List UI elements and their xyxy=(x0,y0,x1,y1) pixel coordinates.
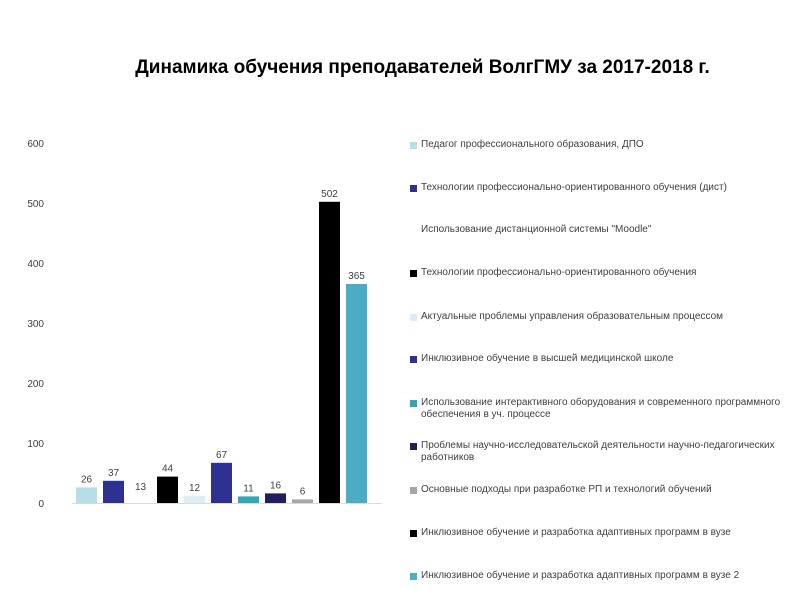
bar-group xyxy=(76,201,367,504)
y-tick-label: 200 xyxy=(27,379,44,390)
legend-swatch xyxy=(410,400,417,407)
legend-swatch xyxy=(410,142,417,149)
chart-title: Динамика обучения преподавателей ВолгГМУ… xyxy=(135,57,710,78)
bar xyxy=(76,487,97,503)
legend-label: Инклюзивное обучение в высшей медицинско… xyxy=(421,353,674,364)
y-tick-label: 400 xyxy=(27,259,44,270)
legend-item: Проблемы научно-исследовательской деятел… xyxy=(410,440,790,464)
legend-swatch xyxy=(410,487,417,494)
bar xyxy=(184,495,205,503)
legend-swatch xyxy=(410,270,417,277)
legend-label: Основные подходы при разработке РП и тех… xyxy=(421,484,712,495)
bar xyxy=(238,496,259,503)
legend-label: Проблемы научно-исследовательской деятел… xyxy=(421,440,775,463)
legend-item: Использование дистанционной системы "Moo… xyxy=(410,224,790,236)
legend-swatch xyxy=(410,356,417,363)
legend-item: Основные подходы при разработке РП и тех… xyxy=(410,484,790,496)
bar xyxy=(319,201,340,504)
legend-label: Технологии профессионально-ориентированн… xyxy=(421,182,727,193)
legend-swatch xyxy=(410,443,417,450)
legend-swatch xyxy=(410,573,417,580)
legend-label: Педагог профессионального образования, Д… xyxy=(421,139,644,150)
data-label: 16 xyxy=(270,480,282,491)
data-label-group: 26 37 13 44 12 67 11 16 6 502 365 xyxy=(81,189,365,498)
bar xyxy=(346,284,367,503)
y-tick-label: 100 xyxy=(27,439,44,450)
y-tick-label: 600 xyxy=(27,139,44,150)
legend-label: Технологии профессионально-ориентированн… xyxy=(421,267,697,278)
data-label: 13 xyxy=(135,482,147,493)
legend-swatch xyxy=(410,227,417,234)
data-label: 6 xyxy=(300,486,306,497)
legend-item: Технологии профессионально-ориентированн… xyxy=(410,182,790,194)
legend-item: Использование интерактивного оборудовани… xyxy=(410,397,790,421)
bar xyxy=(103,480,124,503)
bar xyxy=(211,462,232,503)
y-axis: 0 100 200 300 400 500 600 xyxy=(27,139,382,510)
data-label: 12 xyxy=(189,483,201,494)
data-label: 11 xyxy=(243,483,254,494)
y-tick-label: 300 xyxy=(27,319,44,330)
legend-swatch xyxy=(410,530,417,537)
legend-swatch xyxy=(410,185,417,192)
legend-item: Инклюзивное обучение в высшей медицинско… xyxy=(410,353,790,365)
bar xyxy=(292,499,313,503)
legend-item: Технологии профессионально-ориентированн… xyxy=(410,267,790,279)
data-label: 44 xyxy=(162,464,174,475)
legend-label: Использование интерактивного оборудовани… xyxy=(421,397,781,420)
legend-swatch xyxy=(410,314,417,321)
y-tick-label: 0 xyxy=(38,499,44,510)
legend-item: Инклюзивное обучение и разработка адапти… xyxy=(410,570,790,582)
y-tick-label: 500 xyxy=(27,199,44,210)
data-label: 502 xyxy=(321,189,338,200)
bar xyxy=(130,495,151,503)
data-label: 26 xyxy=(81,474,93,485)
legend-item: Актуальные проблемы управления образоват… xyxy=(410,311,790,323)
legend-label: Инклюзивное обучение и разработка адапти… xyxy=(421,527,731,538)
bar xyxy=(265,493,286,503)
legend-label: Использование дистанционной системы "Moo… xyxy=(421,224,652,235)
legend-item: Педагог профессионального образования, Д… xyxy=(410,139,790,151)
legend-label: Инклюзивное обучение и разработка адапти… xyxy=(421,570,740,581)
legend-item: Инклюзивное обучение и разработка адапти… xyxy=(410,527,790,539)
data-label: 67 xyxy=(216,450,228,461)
legend-label: Актуальные проблемы управления образоват… xyxy=(421,311,724,322)
data-label: 365 xyxy=(348,271,365,282)
bar xyxy=(157,476,178,503)
data-label: 37 xyxy=(108,468,120,479)
